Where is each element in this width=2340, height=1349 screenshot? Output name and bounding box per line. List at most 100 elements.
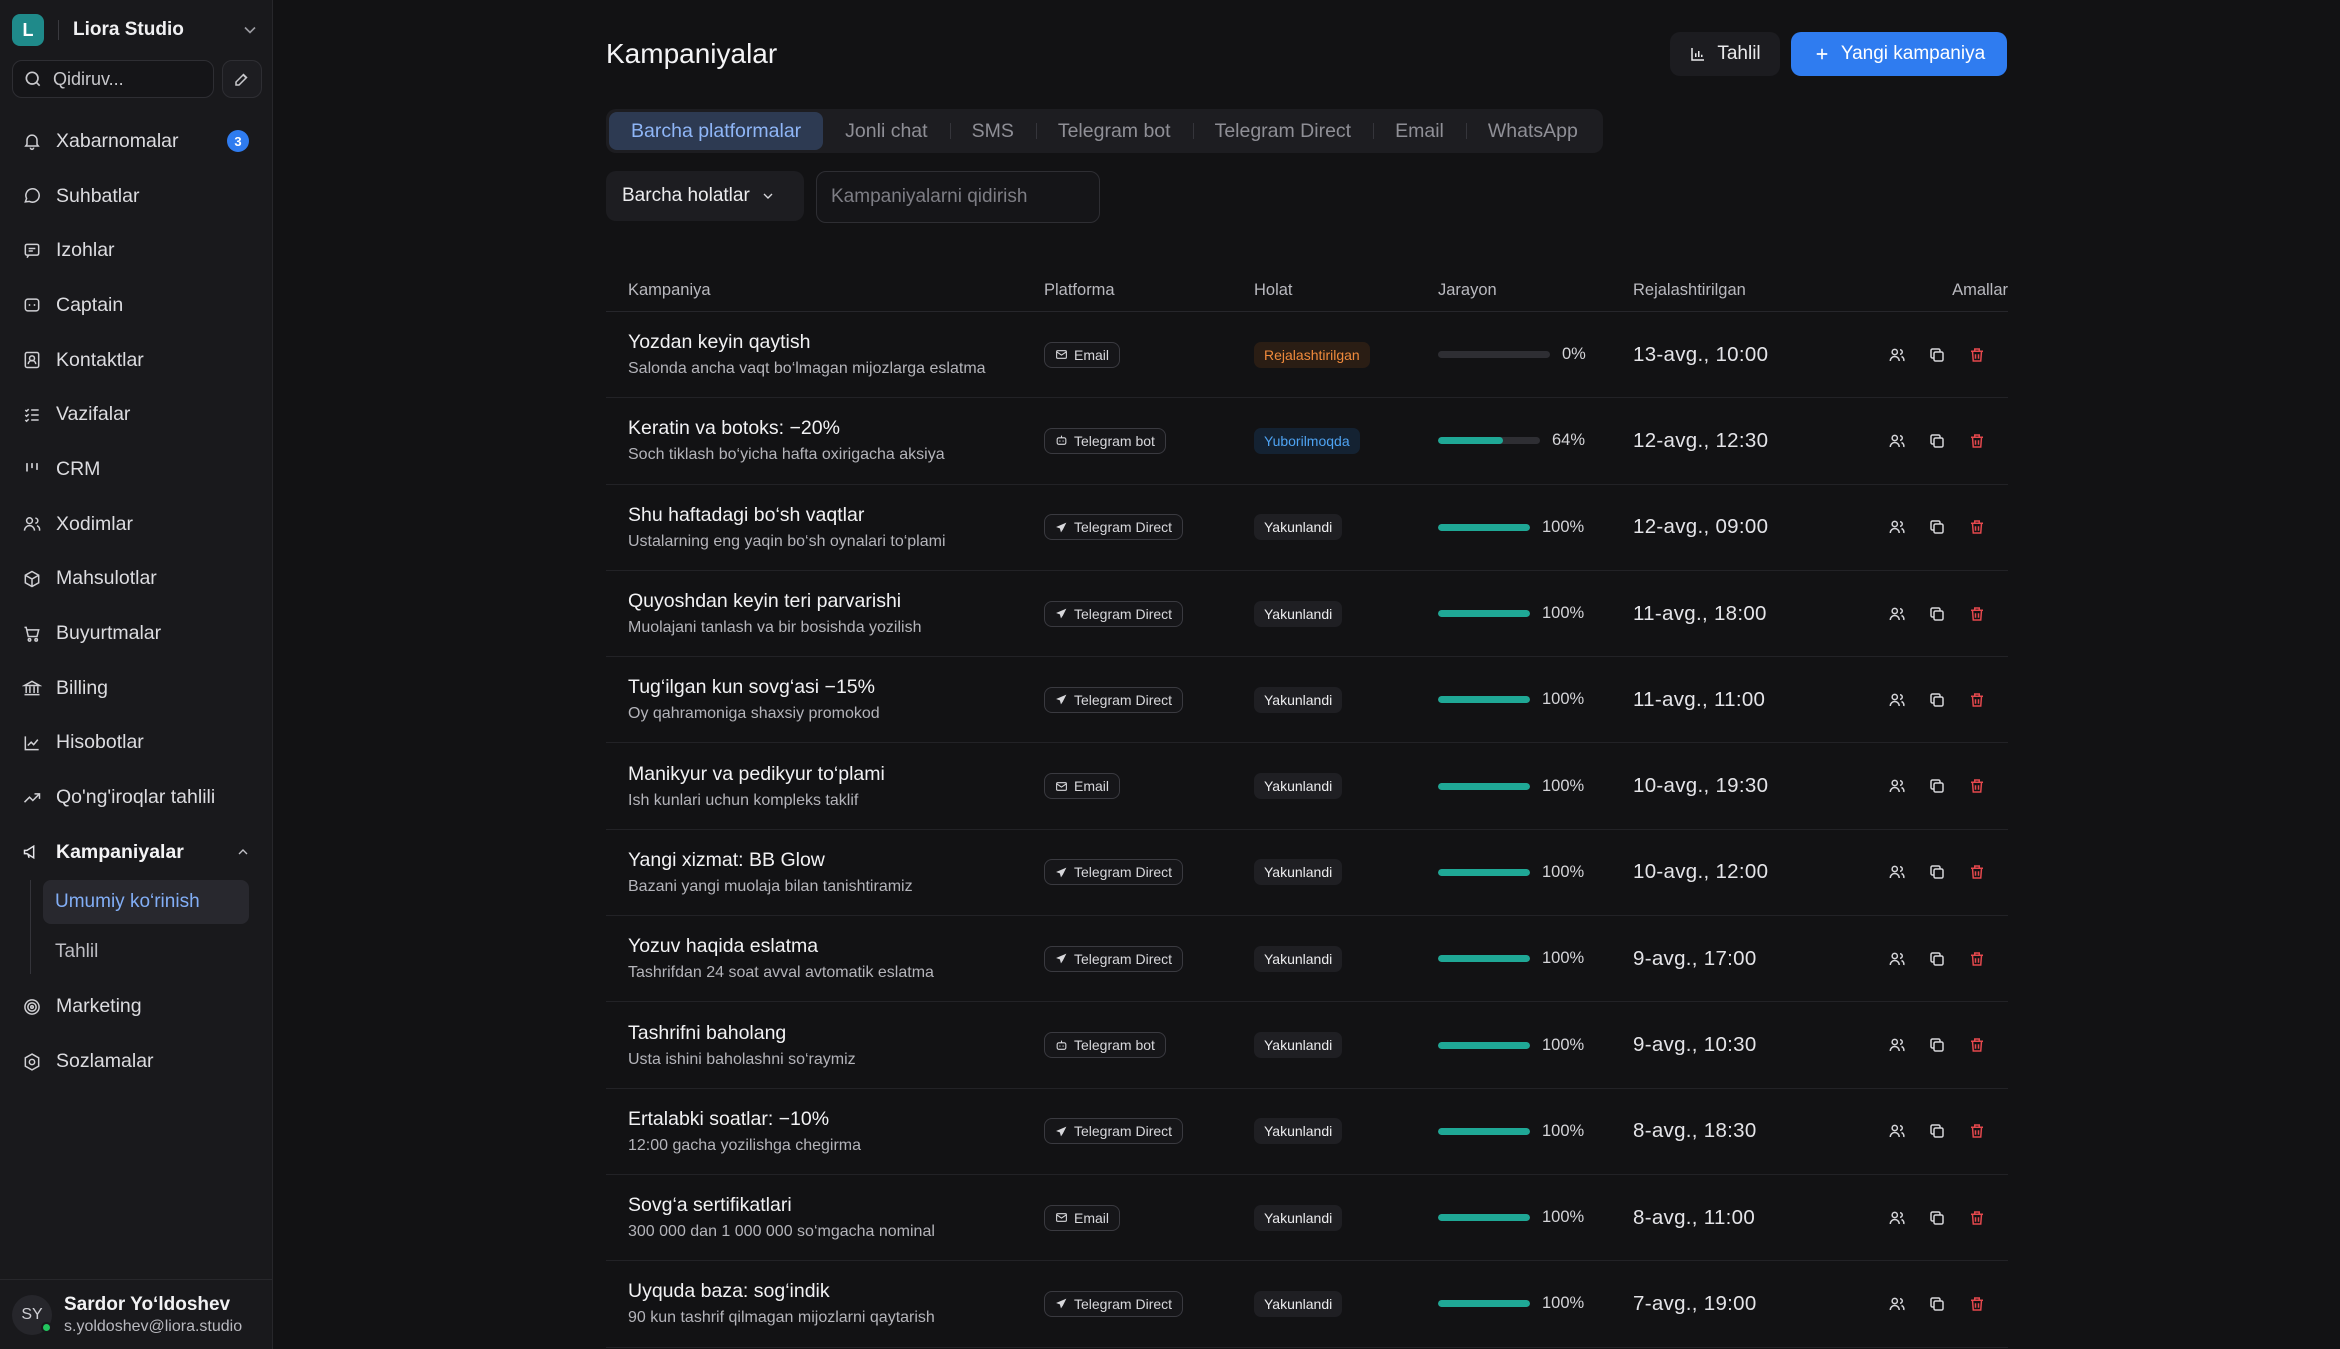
recipients-button[interactable]: [1888, 605, 1906, 623]
analyze-button[interactable]: Tahlil: [1670, 32, 1780, 76]
delete-button[interactable]: [1968, 1122, 1986, 1140]
sidebar-item-reports[interactable]: Hisobotlar: [10, 716, 263, 771]
sidebar-item-crm[interactable]: CRM: [10, 442, 263, 497]
tab-telegram-direct[interactable]: Telegram Direct: [1192, 112, 1374, 150]
sidebar-item-contacts[interactable]: Kontaktlar: [10, 333, 263, 388]
delete-button[interactable]: [1968, 1295, 1986, 1313]
platform-badge: Telegram Direct: [1044, 686, 1184, 713]
sidebar-item-staff[interactable]: Xodimlar: [10, 497, 263, 552]
delete-button[interactable]: [1968, 432, 1986, 450]
delete-button[interactable]: [1968, 950, 1986, 968]
sidebar-item-captain[interactable]: Captain: [10, 278, 263, 333]
table-row[interactable]: Uyquda baza: sog‘indik 90 kun tashrif qil…: [606, 1261, 2008, 1348]
recipients-button[interactable]: [1888, 863, 1906, 881]
campaign-search-input[interactable]: [816, 171, 1100, 223]
mail-icon: [1056, 350, 1067, 359]
duplicate-button[interactable]: [1928, 1122, 1946, 1140]
table-row[interactable]: Yozdan keyin qaytish Salonda ancha vaqt b…: [606, 312, 2008, 399]
sidebar-item-settings[interactable]: Sozlamalar: [10, 1034, 263, 1089]
delete-button[interactable]: [1968, 518, 1986, 536]
trash-icon: [1971, 434, 1983, 448]
delete-button[interactable]: [1968, 863, 1986, 881]
sidebar-item-orders[interactable]: Buyurtmalar: [10, 606, 263, 661]
duplicate-button[interactable]: [1928, 950, 1946, 968]
progress-cell: 100%: [1438, 518, 1633, 537]
table-row[interactable]: Tug‘ilgan kun sovg‘asi −15% Oy qahramonig…: [606, 657, 2008, 744]
table-row[interactable]: Quyoshdan keyin teri parvarishi Muolajani…: [606, 571, 2008, 658]
recipients-button[interactable]: [1888, 1122, 1906, 1140]
recipients-button[interactable]: [1888, 518, 1906, 536]
tab-whatsapp[interactable]: WhatsApp: [1465, 112, 1600, 150]
workspace-switcher[interactable]: L Liora Studio: [12, 14, 260, 46]
new-campaign-button[interactable]: Yangi kampaniya: [1791, 32, 2007, 76]
duplicate-button[interactable]: [1928, 605, 1946, 623]
table-row[interactable]: Tashrifni baholang Usta ishini baholashni…: [606, 1002, 2008, 1089]
sidebar-item-products[interactable]: Mahsulotlar: [10, 552, 263, 607]
sidebar-item-call-analytics[interactable]: Qo'ng'iroqlar tahlili: [10, 770, 263, 825]
trash-icon: [1971, 779, 1983, 793]
duplicate-button[interactable]: [1928, 1295, 1946, 1313]
sidebar: L Liora Studio Qidiruv... Xabarnomalar 3…: [0, 0, 273, 1349]
compose-button[interactable]: [222, 60, 262, 98]
tab-live-chat[interactable]: Jonli chat: [845, 119, 928, 142]
user-profile[interactable]: SY Sardor Yo‘ldoshev s.yoldoshev@liora.s…: [0, 1279, 273, 1349]
duplicate-button[interactable]: [1928, 777, 1946, 795]
table-row[interactable]: Keratin va botoks: −20% Soch tiklash bo‘y…: [606, 398, 2008, 485]
recipients-button[interactable]: [1888, 950, 1906, 968]
sidebar-item-comments[interactable]: Izohlar: [10, 223, 263, 278]
table-row[interactable]: Shu haftadagi bo‘sh vaqtlar Ustalarning e…: [606, 485, 2008, 571]
send-icon: [1056, 953, 1067, 964]
duplicate-button[interactable]: [1928, 863, 1946, 881]
campaign-subtitle: Usta ishini baholashni so‘raymiz: [628, 1050, 856, 1068]
progress-percent: 100%: [1542, 1294, 1585, 1313]
duplicate-button[interactable]: [1928, 346, 1946, 364]
table-row[interactable]: Yangi xizmat: BB Glow Bazani yangi muolaj…: [606, 830, 2008, 917]
recipients-button[interactable]: [1888, 777, 1906, 795]
table-row[interactable]: Sovg‘a sertifikatlari 300 000 dan 1 000 0…: [606, 1175, 2008, 1262]
tab-email[interactable]: Email: [1373, 112, 1466, 150]
users-icon: [1889, 1297, 1905, 1311]
delete-button[interactable]: [1968, 1209, 1986, 1227]
recipients-button[interactable]: [1888, 432, 1906, 450]
status-filter-select[interactable]: Barcha holatlar: [606, 171, 804, 221]
tab-sms[interactable]: SMS: [949, 112, 1036, 150]
copy-icon: [1930, 779, 1944, 793]
send-icon: [1056, 867, 1067, 878]
delete-button[interactable]: [1968, 346, 1986, 364]
campaign-title: Ertalabki soatlar: −10%: [628, 1107, 830, 1130]
sidebar-item-marketing[interactable]: Marketing: [10, 980, 263, 1035]
recipients-button[interactable]: [1888, 346, 1906, 364]
table-row[interactable]: Yozuv haqida eslatma Tashrifdan 24 soat a…: [606, 916, 2008, 1003]
duplicate-button[interactable]: [1928, 1209, 1946, 1227]
sidebar-item-notifications[interactable]: Xabarnomalar 3: [10, 114, 263, 169]
sidebar-nav: Xabarnomalar 3 Suhbatlar Izohlar Captain…: [10, 114, 263, 1089]
delete-button[interactable]: [1968, 691, 1986, 709]
recipients-button[interactable]: [1888, 1209, 1906, 1227]
sidebar-item-billing[interactable]: Billing: [10, 661, 263, 716]
sidebar-subitem-analytics[interactable]: Tahlil: [55, 940, 99, 962]
duplicate-button[interactable]: [1928, 1036, 1946, 1054]
delete-button[interactable]: [1968, 1036, 1986, 1054]
scheduled-date: 13-avg., 10:00: [1633, 342, 1769, 366]
sidebar-subitem-overview[interactable]: Umumiy ko‘rinish: [43, 879, 249, 924]
delete-button[interactable]: [1968, 777, 1986, 795]
sidebar-search[interactable]: Qidiruv...: [12, 60, 214, 98]
sidebar-item-chats[interactable]: Suhbatlar: [10, 169, 263, 224]
duplicate-button[interactable]: [1928, 432, 1946, 450]
recipients-button[interactable]: [1888, 691, 1906, 709]
table-row[interactable]: Ertalabki soatlar: −10% 12:00 gacha yozil…: [606, 1089, 2008, 1175]
sidebar-item-campaigns[interactable]: Kampaniyalar: [10, 825, 263, 880]
table-row[interactable]: Manikyur va pedikyur to‘plami Ish kunlari…: [606, 743, 2008, 830]
campaign-title: Keratin va botoks: −20%: [628, 417, 840, 440]
duplicate-button[interactable]: [1928, 691, 1946, 709]
sidebar-item-label: CRM: [56, 457, 101, 480]
tab-telegram-bot[interactable]: Telegram bot: [1035, 112, 1193, 150]
delete-button[interactable]: [1968, 605, 1986, 623]
duplicate-button[interactable]: [1928, 518, 1946, 536]
users-icon: [1889, 520, 1905, 534]
sidebar-item-label: Vazifalar: [56, 403, 131, 426]
recipients-button[interactable]: [1888, 1295, 1906, 1313]
recipients-button[interactable]: [1888, 1036, 1906, 1054]
sidebar-item-tasks[interactable]: Vazifalar: [10, 387, 263, 442]
tab-all-platforms[interactable]: Barcha platformalar: [609, 112, 824, 150]
